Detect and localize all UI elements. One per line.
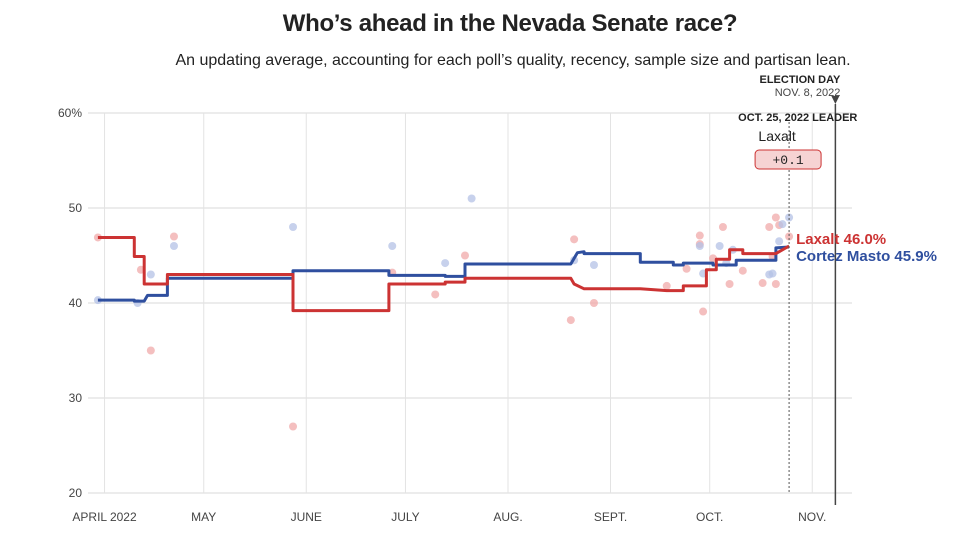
cortez-masto-poll-dot — [715, 242, 724, 250]
x-tick-label: JUNE — [291, 510, 322, 524]
annotations: ELECTION DAY NOV. 8, 2022 OCT. 25, 2022 … — [738, 74, 937, 505]
chart-title: Who’s ahead in the Nevada Senate race? — [282, 10, 738, 37]
laxalt-poll-dot — [699, 307, 708, 316]
election-day-arrow-icon — [831, 96, 840, 104]
cortez-masto-poll-dot — [768, 269, 777, 278]
laxalt-poll-dot — [758, 279, 767, 288]
laxalt-poll-dot — [169, 232, 178, 241]
laxalt-poll-dot — [461, 251, 469, 260]
cortez-masto-poll-dot — [441, 259, 450, 268]
x-tick-label: MAY — [191, 510, 216, 524]
cortez-masto-average-line — [97, 245, 790, 303]
laxalt-poll-dot — [771, 213, 780, 222]
average-lines — [97, 236, 790, 313]
cortez-masto-poll-dot — [388, 242, 397, 250]
poll-dots — [93, 194, 794, 431]
laxalt-poll-dot — [589, 299, 598, 307]
leader-margin-value: +0.1 — [772, 153, 803, 168]
cortez-masto-poll-dot — [169, 242, 178, 250]
x-tick-label: NOV. — [798, 510, 826, 524]
y-tick-label: 60% — [58, 106, 82, 120]
y-tick-label: 20 — [69, 486, 83, 500]
leader-name: Laxalt — [758, 128, 795, 144]
x-tick-label: OCT. — [696, 510, 723, 524]
laxalt-poll-dot — [785, 232, 794, 241]
chart-subtitle: An updating average, accounting for each… — [175, 52, 851, 69]
laxalt-poll-dot — [146, 346, 155, 355]
laxalt-poll-dot — [566, 316, 575, 325]
x-tick-label: JULY — [391, 510, 419, 524]
as-of-leader-label: OCT. 25, 2022 LEADER — [738, 112, 857, 124]
x-tick-label: APRIL 2022 — [72, 510, 137, 524]
leader-margin-badge — [754, 149, 822, 170]
laxalt-poll-dot — [738, 266, 747, 275]
cortez-masto-poll-dot — [146, 270, 155, 279]
cortez-masto-poll-dot — [289, 223, 298, 231]
laxalt-end-label: Laxalt 46.0% — [796, 231, 886, 248]
laxalt-poll-dot — [695, 231, 704, 240]
laxalt-poll-dot — [718, 223, 727, 231]
laxalt-average-line — [97, 236, 790, 313]
cortez-masto-poll-dot — [467, 194, 476, 203]
y-axis-ticks: 60% 50 40 30 20 — [58, 106, 82, 500]
election-day-date: NOV. 8, 2022 — [775, 87, 841, 99]
y-tick-label: 40 — [69, 296, 83, 310]
y-tick-label: 30 — [69, 391, 83, 405]
laxalt-poll-dot — [289, 422, 298, 431]
cortez-masto-end-label: Cortez Masto 45.9% — [796, 248, 937, 265]
y-tick-label: 50 — [69, 201, 83, 215]
laxalt-poll-dot — [431, 290, 440, 299]
laxalt-poll-dot — [765, 223, 774, 231]
laxalt-poll-dot — [682, 264, 691, 273]
cortez-masto-poll-dot — [785, 213, 794, 222]
laxalt-poll-dot — [570, 235, 579, 244]
x-tick-label: AUG. — [493, 510, 522, 524]
grid-lines — [88, 112, 852, 494]
laxalt-poll-dot — [771, 280, 780, 288]
x-axis-ticks: APRIL 2022 MAY JUNE JULY AUG. SEPT. OCT. NOV. — [72, 510, 826, 524]
laxalt-poll-dot — [725, 280, 734, 288]
laxalt-poll-dot — [662, 281, 671, 290]
election-day-label: ELECTION DAY — [759, 74, 841, 86]
cortez-masto-poll-dot — [589, 261, 598, 269]
cortez-masto-poll-dot — [695, 242, 704, 250]
cortez-masto-poll-dot — [775, 237, 784, 246]
x-tick-label: SEPT. — [594, 510, 627, 524]
cortez-masto-poll-dot — [778, 220, 787, 229]
